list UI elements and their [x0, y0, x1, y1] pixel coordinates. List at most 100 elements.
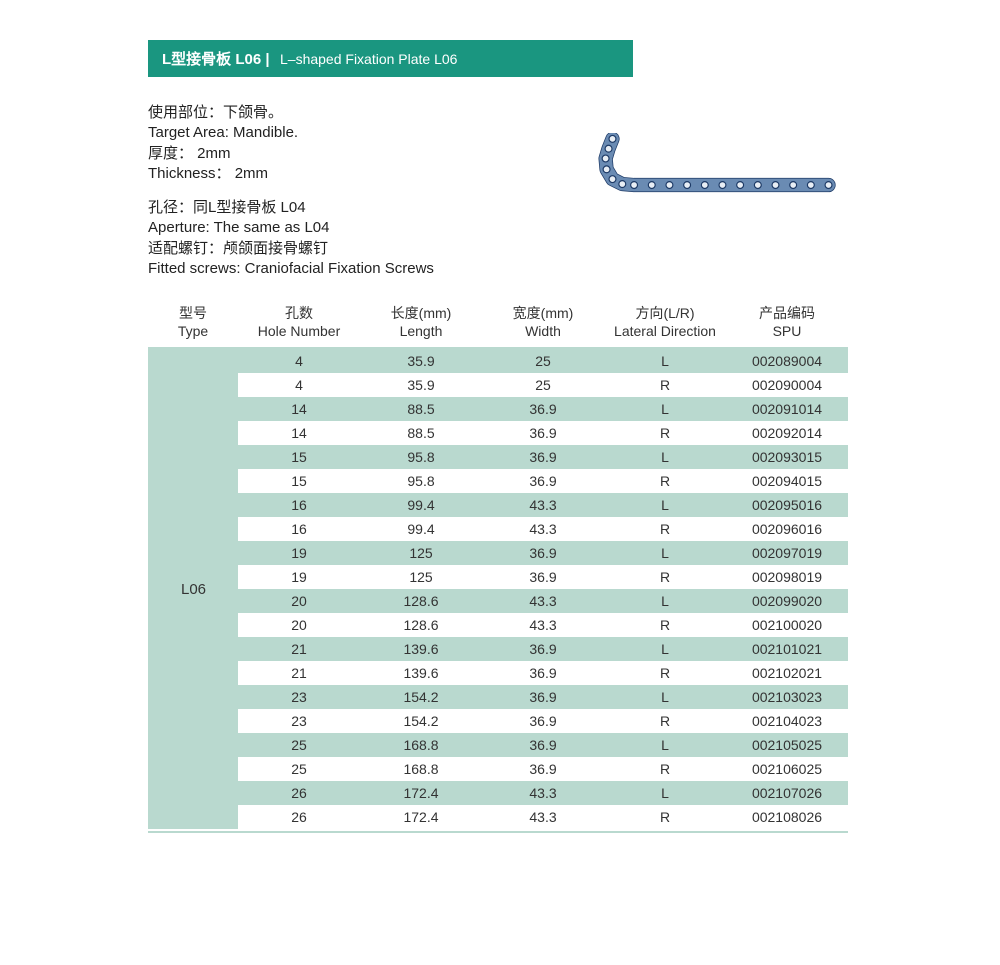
table-cell-length: 35.9 — [360, 373, 482, 397]
table-cell-width: 43.3 — [482, 517, 604, 541]
table-cell-length: 172.4 — [360, 781, 482, 805]
column-header: 孔数Hole Number — [238, 299, 360, 345]
table-cell-dir: L — [604, 637, 726, 661]
table-cell-dir: R — [604, 709, 726, 733]
table-cell-dir: L — [604, 589, 726, 613]
table-cell-holes: 25 — [238, 733, 360, 757]
table-cell-holes: 4 — [238, 349, 360, 373]
table-cell-spu: 002090004 — [726, 373, 848, 397]
table-cell-width: 43.3 — [482, 805, 604, 829]
column-header: 产品编码SPU — [726, 299, 848, 345]
table-cell-width: 36.9 — [482, 565, 604, 589]
table-cell-dir: R — [604, 565, 726, 589]
table-cell-width: 43.3 — [482, 613, 604, 637]
table-cell-length: 128.6 — [360, 613, 482, 637]
table-cell-length: 88.5 — [360, 397, 482, 421]
table-cell-holes: 16 — [238, 493, 360, 517]
table-cell-holes: 26 — [238, 781, 360, 805]
table-cell-width: 36.9 — [482, 733, 604, 757]
title-bar: L型接骨板 L06 | L–shaped Fixation Plate L06 — [148, 40, 633, 77]
table-cell-dir: L — [604, 445, 726, 469]
table-cell-length: 125 — [360, 565, 482, 589]
table-cell-holes: 16 — [238, 517, 360, 541]
table-cell-spu: 002103023 — [726, 685, 848, 709]
table-cell-spu: 002108026 — [726, 805, 848, 829]
table-cell-dir: L — [604, 397, 726, 421]
table-cell-dir: R — [604, 421, 726, 445]
table-cell-spu: 002094015 — [726, 469, 848, 493]
table-cell-spu: 002096016 — [726, 517, 848, 541]
table-cell-dir: L — [604, 349, 726, 373]
table-cell-holes: 25 — [238, 757, 360, 781]
type-cell: L06 — [148, 349, 238, 829]
table-cell-length: 139.6 — [360, 637, 482, 661]
table-cell-width: 36.9 — [482, 541, 604, 565]
table-cell-holes: 14 — [238, 421, 360, 445]
column-header: 长度(mm)Length — [360, 299, 482, 345]
column-header: 型号Type — [148, 299, 238, 345]
table-cell-spu: 002095016 — [726, 493, 848, 517]
table-cell-spu: 002089004 — [726, 349, 848, 373]
table-cell-holes: 23 — [238, 685, 360, 709]
table-cell-width: 36.9 — [482, 661, 604, 685]
table-cell-holes: 14 — [238, 397, 360, 421]
table-cell-spu: 002104023 — [726, 709, 848, 733]
table-cell-dir: L — [604, 541, 726, 565]
table-cell-spu: 002106025 — [726, 757, 848, 781]
table-cell-length: 125 — [360, 541, 482, 565]
table-cell-length: 172.4 — [360, 805, 482, 829]
table-cell-dir: R — [604, 517, 726, 541]
table-cell-holes: 21 — [238, 661, 360, 685]
spec-table: 型号Type孔数Hole Number长度(mm)Length宽度(mm)Wid… — [148, 299, 848, 833]
table-cell-spu: 002105025 — [726, 733, 848, 757]
table-cell-length: 99.4 — [360, 493, 482, 517]
table-cell-width: 43.3 — [482, 781, 604, 805]
table-cell-spu: 002107026 — [726, 781, 848, 805]
table-cell-width: 36.9 — [482, 445, 604, 469]
table-cell-holes: 26 — [238, 805, 360, 829]
table-cell-spu: 002097019 — [726, 541, 848, 565]
info-line: Fitted screws: Craniofacial Fixation Scr… — [148, 259, 848, 279]
table-cell-dir: L — [604, 733, 726, 757]
table-cell-width: 25 — [482, 373, 604, 397]
table-cell-spu: 002102021 — [726, 661, 848, 685]
table-cell-spu: 002100020 — [726, 613, 848, 637]
table-cell-spu: 002092014 — [726, 421, 848, 445]
table-cell-width: 36.9 — [482, 421, 604, 445]
table-cell-width: 36.9 — [482, 469, 604, 493]
table-cell-spu: 002099020 — [726, 589, 848, 613]
info-line: 使用部位：下颌骨。 — [148, 103, 848, 123]
table-cell-length: 35.9 — [360, 349, 482, 373]
title-light: L–shaped Fixation Plate L06 — [280, 51, 457, 67]
table-cell-holes: 19 — [238, 565, 360, 589]
table-cell-holes: 20 — [238, 589, 360, 613]
table-cell-dir: R — [604, 661, 726, 685]
table-cell-dir: R — [604, 805, 726, 829]
table-cell-length: 168.8 — [360, 757, 482, 781]
table-cell-holes: 20 — [238, 613, 360, 637]
column-header: 宽度(mm)Width — [482, 299, 604, 345]
table-cell-length: 154.2 — [360, 685, 482, 709]
table-cell-holes: 19 — [238, 541, 360, 565]
info-block: 使用部位：下颌骨。 Target Area: Mandible. 厚度： 2mm… — [148, 103, 848, 279]
info-line: 适配螺钉：颅颌面接骨螺钉 — [148, 239, 848, 259]
table-cell-spu: 002098019 — [726, 565, 848, 589]
table-cell-width: 25 — [482, 349, 604, 373]
table-cell-width: 36.9 — [482, 397, 604, 421]
column-header: 方向(L/R)Lateral Direction — [604, 299, 726, 345]
table-cell-holes: 4 — [238, 373, 360, 397]
table-cell-dir: L — [604, 781, 726, 805]
table-cell-width: 36.9 — [482, 637, 604, 661]
table-cell-dir: R — [604, 757, 726, 781]
table-cell-spu: 002101021 — [726, 637, 848, 661]
table-cell-length: 99.4 — [360, 517, 482, 541]
table-cell-width: 43.3 — [482, 589, 604, 613]
table-cell-holes: 21 — [238, 637, 360, 661]
table-cell-length: 168.8 — [360, 733, 482, 757]
table-cell-dir: L — [604, 493, 726, 517]
table-cell-length: 139.6 — [360, 661, 482, 685]
table-cell-dir: R — [604, 469, 726, 493]
table-cell-length: 95.8 — [360, 469, 482, 493]
table-cell-length: 128.6 — [360, 589, 482, 613]
table-cell-length: 154.2 — [360, 709, 482, 733]
